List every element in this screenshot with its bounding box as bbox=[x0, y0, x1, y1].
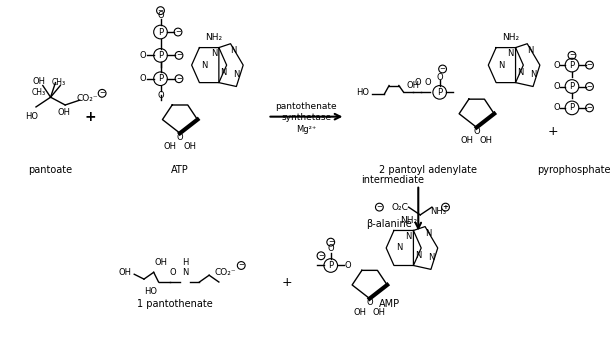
Text: NH₂: NH₂ bbox=[400, 216, 417, 225]
Text: −: − bbox=[376, 204, 383, 210]
Text: 2 pantoyl adenylate: 2 pantoyl adenylate bbox=[379, 165, 477, 175]
Text: N: N bbox=[201, 61, 208, 70]
Text: CH₃: CH₃ bbox=[52, 78, 66, 87]
Text: O: O bbox=[553, 82, 560, 91]
Text: N: N bbox=[428, 253, 434, 262]
Text: OH: OH bbox=[460, 137, 473, 145]
Text: N: N bbox=[233, 70, 239, 79]
Text: O: O bbox=[170, 268, 176, 277]
Text: +: + bbox=[547, 125, 558, 138]
Text: CH₃: CH₃ bbox=[31, 88, 45, 97]
Text: O: O bbox=[425, 78, 431, 87]
Text: N: N bbox=[211, 49, 217, 58]
Text: −: − bbox=[328, 239, 333, 245]
Text: N: N bbox=[395, 244, 402, 252]
Text: O: O bbox=[157, 91, 164, 100]
Text: N: N bbox=[527, 46, 534, 55]
Text: NH₂: NH₂ bbox=[206, 33, 222, 42]
Text: +: + bbox=[443, 204, 448, 210]
Text: O: O bbox=[345, 261, 352, 270]
Text: intermediate: intermediate bbox=[362, 175, 424, 185]
Text: ATP: ATP bbox=[171, 165, 189, 175]
Text: HO: HO bbox=[25, 112, 37, 121]
Text: O: O bbox=[157, 11, 164, 20]
Text: P: P bbox=[158, 74, 163, 83]
Text: P: P bbox=[328, 261, 333, 270]
Text: O: O bbox=[177, 133, 183, 142]
Text: NH₃: NH₃ bbox=[430, 207, 446, 216]
Text: OH: OH bbox=[58, 108, 71, 117]
Text: CO₂⁻: CO₂⁻ bbox=[215, 268, 236, 277]
Text: −: − bbox=[440, 66, 446, 72]
Text: AMP: AMP bbox=[379, 300, 400, 309]
Text: O: O bbox=[327, 244, 334, 253]
Text: O: O bbox=[367, 298, 373, 307]
Text: Mg²⁺: Mg²⁺ bbox=[296, 125, 317, 134]
Text: O: O bbox=[139, 74, 146, 83]
Text: N: N bbox=[230, 46, 236, 55]
Text: −: − bbox=[158, 8, 163, 14]
Text: N: N bbox=[415, 251, 421, 260]
Text: OH: OH bbox=[407, 81, 420, 90]
Text: +: + bbox=[282, 276, 292, 289]
Text: O: O bbox=[415, 78, 422, 87]
Text: −: − bbox=[99, 90, 105, 96]
Text: −: − bbox=[318, 253, 324, 259]
Text: +: + bbox=[85, 110, 96, 124]
Text: OH: OH bbox=[373, 308, 386, 317]
Text: O₂C: O₂C bbox=[391, 203, 408, 212]
Text: OH: OH bbox=[154, 258, 167, 267]
Text: HO: HO bbox=[356, 88, 370, 97]
Text: P: P bbox=[437, 88, 442, 97]
Text: N: N bbox=[182, 268, 188, 277]
Text: N: N bbox=[425, 229, 431, 238]
Text: P: P bbox=[158, 27, 163, 37]
Text: O: O bbox=[139, 51, 146, 60]
Text: N: N bbox=[530, 70, 536, 79]
Text: −: − bbox=[175, 29, 181, 35]
Text: P: P bbox=[569, 82, 575, 91]
Text: OH: OH bbox=[354, 308, 367, 317]
Text: pantothenate: pantothenate bbox=[276, 102, 337, 112]
Text: −: − bbox=[176, 76, 182, 82]
Text: −: − bbox=[586, 105, 593, 111]
Text: N: N bbox=[508, 49, 514, 58]
Text: OH: OH bbox=[33, 77, 45, 86]
Text: O: O bbox=[553, 61, 560, 70]
Text: O: O bbox=[473, 127, 480, 136]
Text: −: − bbox=[586, 62, 593, 68]
Text: P: P bbox=[569, 61, 575, 70]
Text: N: N bbox=[498, 61, 504, 70]
Text: 1 pantothenate: 1 pantothenate bbox=[137, 300, 213, 309]
Text: P: P bbox=[158, 51, 163, 60]
Text: N: N bbox=[405, 232, 412, 241]
Text: pyrophosphate: pyrophosphate bbox=[537, 165, 611, 175]
Text: −: − bbox=[238, 263, 244, 269]
Text: O: O bbox=[553, 103, 560, 112]
Text: P: P bbox=[569, 103, 575, 112]
Text: −: − bbox=[569, 52, 575, 58]
Text: synthetase: synthetase bbox=[281, 113, 332, 122]
Text: OH: OH bbox=[118, 268, 131, 277]
Text: NH₂: NH₂ bbox=[502, 33, 519, 42]
Text: pantoate: pantoate bbox=[28, 165, 72, 175]
Text: HO: HO bbox=[144, 287, 157, 296]
Text: O: O bbox=[437, 73, 443, 82]
Text: OH: OH bbox=[480, 137, 493, 145]
Text: CO₂⁻: CO₂⁻ bbox=[77, 94, 98, 103]
Text: OH: OH bbox=[183, 142, 196, 151]
Text: β-alanine: β-alanine bbox=[366, 219, 412, 229]
Text: −: − bbox=[586, 83, 593, 89]
Text: −: − bbox=[176, 52, 182, 58]
Text: H: H bbox=[182, 258, 188, 267]
Text: OH: OH bbox=[164, 142, 177, 151]
Text: N: N bbox=[220, 68, 227, 77]
Text: N: N bbox=[517, 68, 524, 77]
